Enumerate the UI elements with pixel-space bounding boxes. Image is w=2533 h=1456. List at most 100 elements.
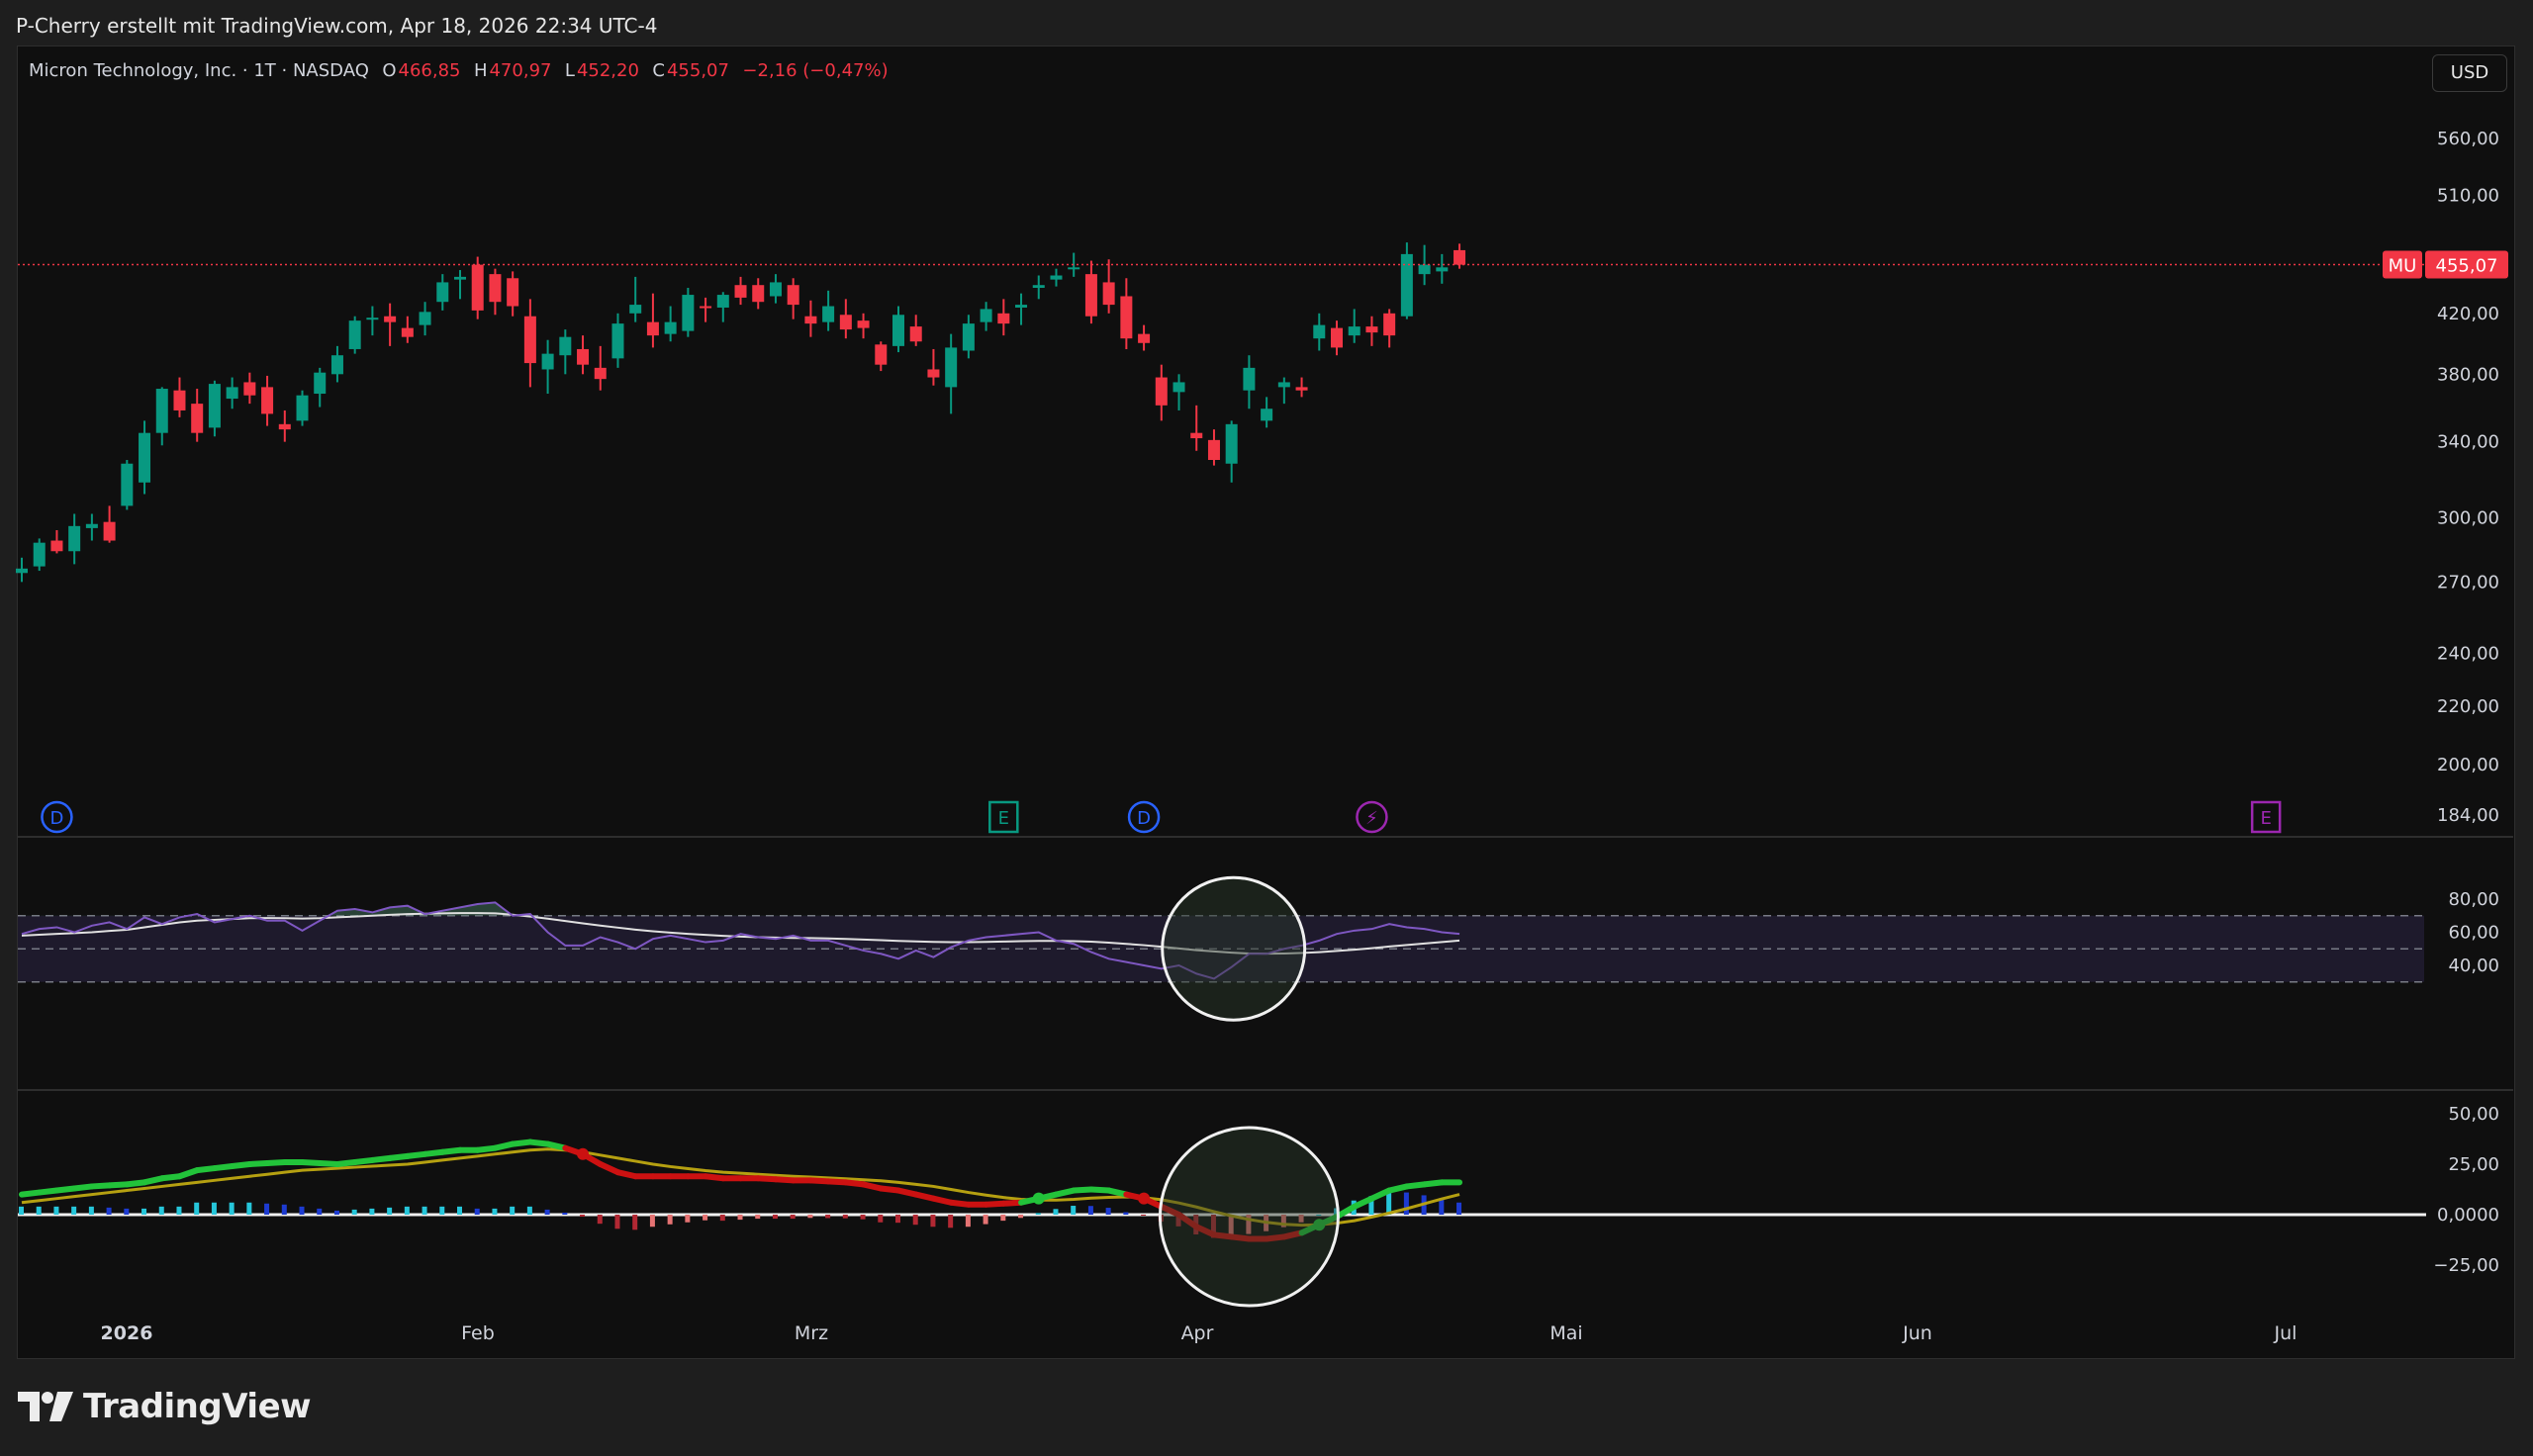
macd-histogram-bar bbox=[351, 1209, 357, 1215]
macd-histogram-bar bbox=[614, 1215, 620, 1229]
candle-body bbox=[875, 344, 888, 365]
candle bbox=[611, 313, 624, 368]
candle bbox=[348, 316, 361, 354]
candle-body bbox=[489, 274, 502, 303]
candle-body bbox=[261, 387, 274, 414]
candle-body bbox=[33, 542, 46, 567]
candle-body bbox=[541, 353, 554, 370]
candle-body bbox=[716, 295, 729, 308]
price-tick-label: 300,00 bbox=[2437, 508, 2499, 529]
currency-button[interactable]: USD bbox=[2432, 54, 2507, 92]
tradingview-logo-icon bbox=[18, 1392, 73, 1421]
last-price-tag: MU 455,07 bbox=[2383, 250, 2508, 279]
candle bbox=[489, 268, 502, 316]
tradingview-logo[interactable]: TradingView bbox=[18, 1385, 312, 1428]
candle bbox=[226, 377, 238, 410]
candle bbox=[1102, 259, 1115, 314]
candle-body bbox=[629, 305, 642, 314]
macd-line-segment bbox=[614, 1169, 639, 1180]
candle bbox=[577, 335, 590, 375]
price-tick-label: 200,00 bbox=[2437, 755, 2499, 775]
time-tick-label: Mrz bbox=[795, 1322, 828, 1344]
macd-signal-line bbox=[21, 1147, 1460, 1228]
macd-line-segment bbox=[1334, 1203, 1358, 1221]
macd-tick-label: 25,00 bbox=[2448, 1154, 2499, 1175]
macd-highlight-circle bbox=[1158, 1126, 1340, 1308]
macd-histogram-bar bbox=[1280, 1215, 1286, 1228]
time-tick-label: Jun bbox=[1902, 1322, 1932, 1344]
candle-body bbox=[471, 264, 484, 311]
macd-histogram-bar bbox=[281, 1204, 287, 1215]
candle bbox=[962, 315, 975, 359]
macd-histogram-bar bbox=[194, 1202, 200, 1215]
candle-body bbox=[734, 285, 747, 298]
macd-histogram-bar bbox=[88, 1206, 94, 1215]
candle-body bbox=[945, 347, 958, 388]
candle bbox=[261, 375, 274, 426]
candle-body bbox=[507, 278, 519, 307]
macd-line-segment bbox=[544, 1140, 569, 1151]
candle bbox=[769, 274, 782, 304]
macd-histogram-bar bbox=[19, 1206, 24, 1215]
candle bbox=[875, 341, 888, 372]
candle bbox=[1155, 364, 1168, 421]
candle bbox=[454, 270, 466, 300]
circle-annotations bbox=[1158, 875, 1340, 1308]
price-tick-label: 220,00 bbox=[2437, 696, 2499, 717]
candle bbox=[980, 302, 992, 331]
candle bbox=[314, 367, 327, 408]
macd-histogram-bar bbox=[333, 1210, 339, 1215]
candle-body bbox=[523, 316, 536, 364]
candle bbox=[1050, 268, 1063, 287]
symbol-name[interactable]: Micron Technology, Inc. · 1T · NASDAQ bbox=[29, 60, 369, 81]
candle-body bbox=[155, 389, 168, 433]
candle-body bbox=[980, 309, 992, 322]
candle-body bbox=[1365, 326, 1378, 333]
candle-body bbox=[839, 315, 852, 330]
macd-cross-dot bbox=[1032, 1192, 1045, 1205]
symbol-tag-bg bbox=[2383, 250, 2422, 279]
candle bbox=[1348, 309, 1360, 343]
rsi-tick-label: 60,00 bbox=[2448, 923, 2499, 944]
candle-body bbox=[401, 327, 414, 337]
macd-histogram-bar bbox=[948, 1215, 954, 1228]
macd-line-segment bbox=[895, 1187, 919, 1198]
candle bbox=[752, 278, 765, 310]
flash-icon: ⚡ bbox=[1356, 800, 1388, 834]
macd-histogram-bar bbox=[53, 1206, 59, 1215]
earnings-icon-badge bbox=[988, 800, 1019, 834]
candle bbox=[33, 538, 46, 572]
candle-body bbox=[1383, 313, 1396, 336]
chart-header-caption: P-Cherry erstellt mit TradingView.com, A… bbox=[16, 14, 658, 38]
macd-tick-label: 50,00 bbox=[2448, 1104, 2499, 1125]
candle bbox=[945, 333, 958, 414]
candle-body bbox=[892, 315, 904, 346]
candle-body bbox=[1261, 409, 1273, 421]
candle bbox=[1084, 260, 1097, 324]
candle-body bbox=[1225, 423, 1238, 464]
rsi-band-fill bbox=[18, 915, 2424, 982]
macd-histogram-bar bbox=[667, 1215, 673, 1225]
candle bbox=[173, 377, 186, 417]
rsi-band-background bbox=[18, 915, 2424, 983]
candle-body bbox=[1032, 285, 1045, 289]
candle-body bbox=[804, 316, 817, 324]
candle-body bbox=[787, 285, 799, 306]
candle bbox=[1120, 278, 1133, 349]
candle bbox=[121, 460, 134, 510]
candle bbox=[1365, 316, 1378, 346]
earnings-future-icon-letter: E bbox=[2260, 808, 2271, 829]
macd-histogram-bar bbox=[1403, 1192, 1409, 1215]
candle bbox=[646, 293, 659, 348]
candle-body bbox=[769, 282, 782, 297]
candle bbox=[419, 302, 431, 336]
price-axes: 560,00 510,00 420,00 380,00 340,00 300,00 270,… bbox=[2433, 129, 2499, 1276]
candle-body bbox=[208, 384, 221, 428]
macd-histogram-bar bbox=[930, 1215, 936, 1228]
price-tick-label: 420,00 bbox=[2437, 304, 2499, 324]
candle-body bbox=[1418, 264, 1431, 275]
price-tick-label: 240,00 bbox=[2437, 644, 2499, 665]
low-value: 452,20 bbox=[576, 60, 639, 81]
